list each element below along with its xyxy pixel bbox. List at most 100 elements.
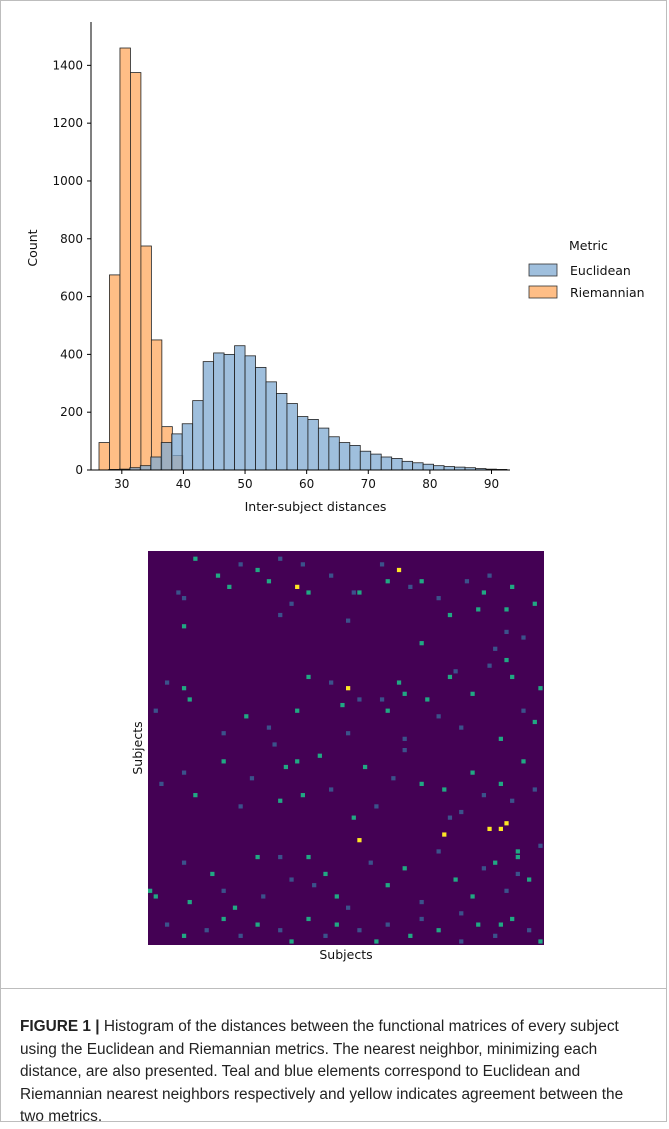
euclidean-neighbor-cell	[447, 612, 453, 618]
riemannian-neighbor-cell	[521, 635, 526, 640]
riemannian-neighbor-cell	[436, 596, 441, 601]
euclidean-neighbor-cell	[334, 922, 339, 927]
euclidean-neighbor-cell	[408, 933, 413, 938]
euclidean-neighbor-cell	[148, 888, 153, 893]
riemannian-neighbor-cell	[459, 809, 464, 815]
riemannian-neighbor-cell	[221, 888, 226, 893]
riemannian-neighbor-cell	[164, 680, 170, 685]
riemannian-neighbor-cell	[493, 933, 498, 938]
caption-label: FIGURE 1 |	[20, 1018, 100, 1035]
x-tick-label: 60	[299, 477, 314, 491]
euclidean-neighbor-cell	[470, 770, 475, 775]
riemannian-neighbor-cell	[515, 871, 520, 877]
euclidean-neighbor-cell	[323, 871, 328, 877]
euclidean-neighbor-cell	[504, 657, 509, 663]
euclidean-neighbor-cell	[221, 916, 226, 922]
euclidean-neighbor-cell	[278, 798, 283, 803]
euclidean-neighbor-cell	[306, 590, 311, 595]
riemannian-neighbor-cell	[374, 804, 379, 809]
agreement-cell	[487, 826, 492, 832]
euclidean-neighbor-cell	[300, 793, 305, 798]
agreement-cell	[357, 838, 362, 843]
euclidean-neighbor-cell	[419, 641, 424, 646]
agreement-cell	[498, 826, 503, 832]
euclidean-neighbor-cell	[385, 883, 390, 888]
riemannian-neighbor-cell	[278, 612, 283, 618]
euclidean-neighbor-cell	[210, 871, 215, 877]
riemannian-neighbor-cell	[249, 776, 255, 781]
euclidean-neighbor-cell	[515, 854, 520, 860]
euclidean-neighbor-cell	[334, 894, 339, 899]
euclidean-neighbor-cell	[295, 759, 300, 764]
euclidean-neighbor-cell	[193, 556, 198, 561]
euclidean-neighbor-cell	[181, 686, 187, 691]
riemannian-neighbor-cell	[351, 590, 356, 595]
euclidean-neighbor-cell	[402, 866, 407, 871]
x-tick-label: 30	[114, 477, 129, 491]
riemannian-neighbor-cell	[504, 888, 509, 893]
riemannian-neighbor-cell	[238, 804, 243, 809]
euclidean-neighbor-cell	[521, 759, 526, 764]
riemannian-neighbor-cell	[278, 928, 283, 933]
euclidean-neighbor-cell	[396, 680, 402, 685]
riemannian-neighbor-cell	[329, 573, 334, 578]
y-tick-label: 1000	[52, 174, 83, 188]
euclidean-neighbor-cell	[340, 702, 345, 708]
legend-swatch-euclidean	[528, 263, 558, 277]
riemannian-neighbor-cell	[481, 866, 487, 871]
caption-text: Histogram of the distances between the f…	[20, 1018, 624, 1125]
agreement-cell	[346, 686, 351, 691]
histogram-chart: 30 40 50 60 70 80 90 0 200 400 600 800 1000 1200 1400 I…	[25, 22, 645, 514]
euclidean-neighbor-cell	[402, 691, 407, 696]
riemannian-neighbor-cell	[289, 877, 294, 882]
riemannian-neighbor-cell	[459, 725, 464, 730]
riemannian-neighbor-cell	[379, 697, 385, 702]
euclidean-neighbor-cell	[419, 781, 424, 786]
euclidean-neighbor-cell	[515, 849, 520, 854]
riemannian-neighbor-cell	[419, 916, 424, 922]
euclidean-neighbor-cell	[385, 579, 390, 584]
euclidean-neighbor-cell	[181, 624, 187, 629]
euclidean-neighbor-cell	[374, 939, 379, 944]
euclidean-neighbor-cell	[538, 939, 543, 944]
riemannian-neighbor-cell	[521, 708, 526, 713]
riemannian-neighbor-cell	[346, 731, 351, 736]
riemannian-neighbor-cell	[261, 894, 266, 899]
riemannian-neighbor-cell	[221, 731, 226, 736]
riemannian-neighbor-cell	[329, 787, 334, 792]
euclidean-neighbor-cell	[181, 933, 187, 938]
riemannian-neighbor-cell	[402, 748, 407, 753]
euclidean-neighbor-cell	[187, 697, 192, 702]
y-tick-label: 400	[60, 347, 83, 361]
riemannian-neighbor-cell	[487, 573, 492, 578]
y-axis-label: Count	[25, 229, 40, 266]
euclidean-neighbor-cell	[295, 708, 300, 713]
riemannian-neighbor-cell	[481, 793, 487, 798]
euclidean-neighbor-cell	[498, 736, 503, 741]
agreement-cell	[504, 821, 509, 826]
riemannian-neighbor-cell	[538, 843, 543, 848]
euclidean-neighbor-cell	[385, 708, 390, 713]
riemannian-neighbor-cell	[181, 860, 187, 865]
y-tick-label: 1200	[52, 116, 83, 130]
euclidean-neighbor-cell	[476, 607, 481, 612]
euclidean-neighbor-cell	[357, 590, 362, 595]
riemannian-neighbor-cell	[379, 562, 385, 567]
euclidean-neighbor-cell	[504, 607, 509, 612]
x-tick-label: 70	[361, 477, 376, 491]
matrix-y-label: Subjects	[130, 721, 145, 774]
y-tick-label: 600	[60, 290, 83, 304]
euclidean-neighbor-cell	[447, 674, 453, 680]
euclidean-neighbor-cell	[255, 922, 260, 927]
euclidean-neighbor-cell	[498, 781, 503, 786]
riemannian-neighbor-cell	[419, 899, 424, 905]
x-tick-label: 40	[176, 477, 191, 491]
riemannian-neighbor-cell	[238, 933, 243, 938]
riemannian-neighbor-cell	[385, 922, 390, 927]
legend-title: Metric	[569, 238, 608, 253]
riemannian-neighbor-cell	[289, 601, 294, 606]
riemannian-neighbor-cell	[357, 697, 362, 702]
agreement-cell	[442, 832, 447, 837]
euclidean-neighbor-cell	[498, 922, 503, 927]
euclidean-neighbor-cell	[493, 860, 498, 865]
